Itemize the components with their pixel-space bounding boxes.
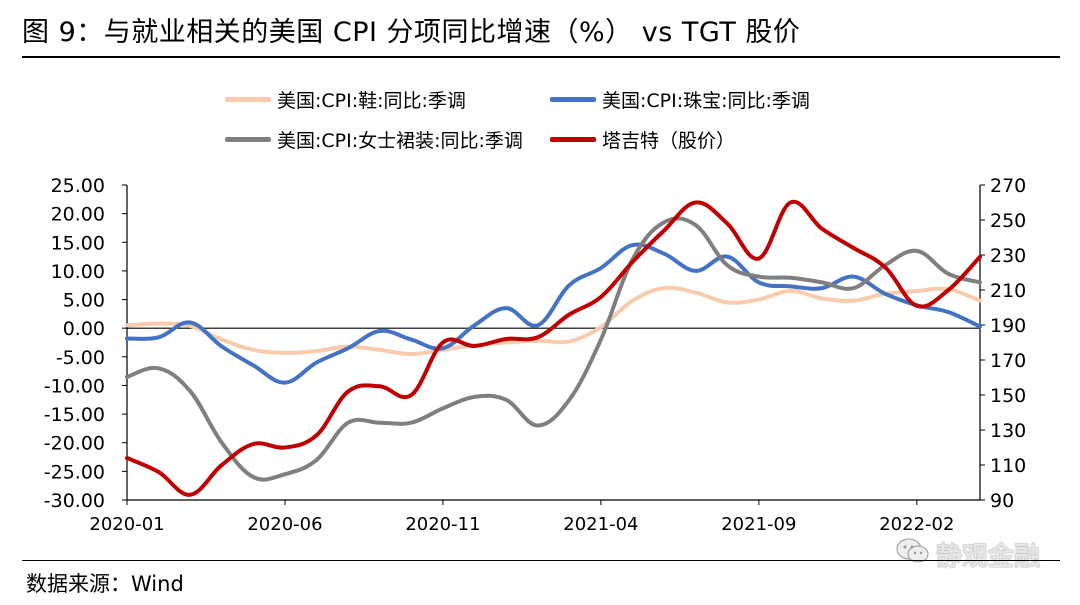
left-tick-label: -15.00: [44, 404, 105, 426]
series-line-dresses: [125, 216, 982, 482]
x-tick-label: 2020-01: [89, 514, 164, 535]
x-tick-label: 2021-09: [721, 514, 796, 535]
legend-label-target: 塔吉特（股价）: [602, 130, 736, 152]
legend-swatch-target: [550, 137, 596, 142]
left-tick-label: -30.00: [44, 490, 105, 512]
legend-swatch-dresses: [225, 137, 271, 142]
series-line-target: [125, 199, 982, 497]
left-tick-label: 15.00: [51, 232, 105, 254]
title-divider: [22, 56, 1060, 58]
right-tick-label: 230: [990, 245, 1026, 267]
right-tick-label: 190: [990, 315, 1026, 337]
left-tick-label: -25.00: [44, 461, 105, 483]
wechat-icon: [896, 537, 930, 572]
left-tick-label: 20.00: [51, 204, 105, 226]
left-tick-label: -5.00: [56, 347, 105, 369]
left-tick-label: -20.00: [44, 433, 105, 455]
chart-legend: 美国:CPI:鞋:同比:季调 美国:CPI:珠宝:同比:季调 美国:CPI:女士…: [225, 86, 865, 166]
watermark: 静观金融: [896, 536, 1040, 573]
right-tick-label: 130: [990, 420, 1026, 442]
right-tick-label: 210: [990, 280, 1026, 302]
legend-swatch-jewelry: [550, 97, 596, 102]
legend-item-dresses: 美国:CPI:女士裙装:同比:季调: [225, 126, 523, 153]
legend-label-shoes: 美国:CPI:鞋:同比:季调: [277, 90, 466, 112]
left-tick-label: 10.00: [51, 261, 105, 283]
legend-swatch-shoes: [225, 97, 271, 102]
footer-divider: [22, 560, 1060, 561]
legend-label-jewelry: 美国:CPI:珠宝:同比:季调: [602, 90, 810, 112]
left-tick-label: -10.00: [44, 375, 105, 397]
right-tick-label: 170: [990, 350, 1026, 372]
right-tick-label: 90: [990, 490, 1014, 512]
left-tick-label: 25.00: [51, 175, 105, 197]
x-tick-label: 2020-06: [247, 514, 322, 535]
figure-title: 图 9：与就业相关的美国 CPI 分项同比增速（%） vs TGT 股价: [22, 17, 801, 48]
right-tick-label: 270: [990, 175, 1026, 197]
right-tick-label: 250: [990, 210, 1026, 232]
right-tick-label: 110: [990, 455, 1026, 477]
x-tick-label: 2020-11: [405, 514, 480, 535]
legend-label-dresses: 美国:CPI:女士裙装:同比:季调: [277, 130, 523, 152]
watermark-text: 静观金融: [936, 542, 1041, 572]
legend-item-target: 塔吉特（股价）: [550, 126, 735, 153]
x-tick-label: 2022-02: [879, 514, 954, 535]
legend-item-shoes: 美国:CPI:鞋:同比:季调: [225, 86, 466, 113]
left-tick-label: 5.00: [63, 290, 105, 312]
series-line-jewelry: [125, 242, 982, 385]
left-tick-label: 0.00: [63, 318, 105, 340]
x-tick-label: 2021-04: [563, 514, 638, 535]
legend-item-jewelry: 美国:CPI:珠宝:同比:季调: [550, 86, 810, 113]
series-line-shoes: [125, 285, 982, 356]
data-source: 数据来源：Wind: [26, 572, 184, 596]
right-tick-label: 150: [990, 385, 1026, 407]
